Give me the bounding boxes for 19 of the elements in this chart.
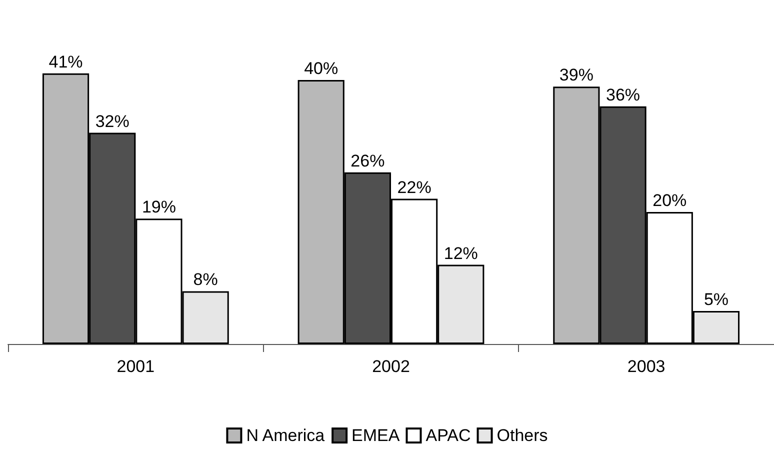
legend-label: N America xyxy=(246,426,326,445)
x-tick-label: 2003 xyxy=(627,357,666,376)
data-label: 20% xyxy=(652,191,687,210)
data-label: 5% xyxy=(704,290,729,309)
data-label: 19% xyxy=(142,198,176,217)
legend-label: Others xyxy=(496,426,548,445)
data-label: 36% xyxy=(606,85,640,104)
data-label: 26% xyxy=(350,151,385,170)
x-tick-label: 2001 xyxy=(116,357,155,376)
data-label: 32% xyxy=(95,112,130,131)
data-label: 12% xyxy=(444,244,478,263)
data-label: 8% xyxy=(193,270,218,290)
data-label: 41% xyxy=(48,52,83,72)
data-label: 22% xyxy=(397,178,432,197)
x-tick-label: 2002 xyxy=(372,357,410,376)
legend-label: APAC xyxy=(426,426,471,445)
data-label: 39% xyxy=(559,66,594,85)
legend-label: EMEA xyxy=(352,426,400,445)
data-label: 40% xyxy=(304,59,338,78)
